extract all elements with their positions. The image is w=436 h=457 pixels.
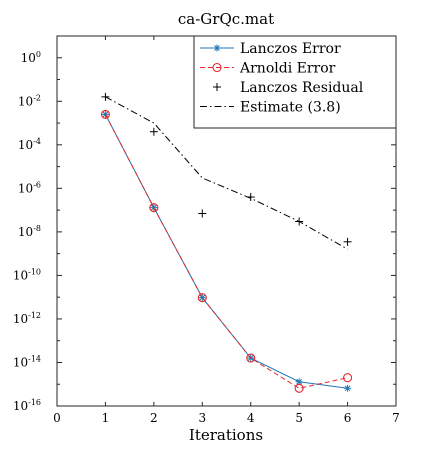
asterisk-stroke <box>296 378 302 385</box>
x-tick-label: 3 <box>198 411 206 425</box>
series-line <box>105 96 348 250</box>
x-tick-label: 2 <box>150 411 158 425</box>
data-point <box>198 209 207 218</box>
legend-marker <box>213 44 221 52</box>
legend-entry: Arnoldi Error <box>200 61 336 77</box>
legend-label: Arnoldi Error <box>239 61 336 77</box>
legend-entry: Estimate (3.8) <box>200 100 341 116</box>
legend-marker <box>212 62 222 73</box>
chart-title: ca-GrQc.mat <box>178 10 274 28</box>
y-tick-label: 10-4 <box>18 137 41 152</box>
y-tick-label: 10-2 <box>18 93 41 108</box>
legend-entry: Lanczos Residual <box>213 80 364 96</box>
y-tick-label: 10-14 <box>13 354 41 369</box>
legend-label: Estimate (3.8) <box>240 100 341 116</box>
y-tick-label: 10-16 <box>13 398 41 413</box>
series-lanczos-error <box>101 110 352 392</box>
y-axis: 100 10-2 10-4 10-6 10-8 10-10 10-12 10-14 10-16 <box>13 35 396 413</box>
data-point <box>294 383 304 393</box>
data-point <box>197 293 207 303</box>
series-layer <box>100 92 353 393</box>
y-tick-label: 10-8 <box>18 224 41 239</box>
x-tick-label: 1 <box>102 411 110 425</box>
x-tick-label: 7 <box>392 411 400 425</box>
y-tick-label: 10-12 <box>13 311 41 326</box>
series-line <box>104 114 348 389</box>
series-line <box>104 114 348 389</box>
asterisk-stroke <box>214 45 220 51</box>
data-point <box>343 237 352 246</box>
x-tick-label: 0 <box>53 411 61 425</box>
legend-label: Lanczos Residual <box>240 80 364 96</box>
x-axis-label: Iterations <box>189 426 263 444</box>
y-tick-label: 100 <box>21 50 41 65</box>
legend-marker <box>213 83 221 91</box>
legend-box <box>193 35 397 129</box>
data-point <box>343 373 353 383</box>
series-arnoldi-error <box>100 109 353 393</box>
x-tick-label: 6 <box>344 411 352 425</box>
x-tick-label: 5 <box>295 411 303 425</box>
data-point <box>149 203 159 213</box>
legend-entry: Lanczos Error <box>200 41 341 57</box>
data-point <box>344 384 352 392</box>
series-estimate-3-8 <box>105 96 348 250</box>
x-tick-label: 4 <box>247 411 255 425</box>
y-tick-label: 10-6 <box>18 180 41 195</box>
legend-label: Lanczos Error <box>240 41 341 57</box>
data-point <box>149 127 158 136</box>
asterisk-stroke <box>344 385 351 392</box>
data-point <box>100 109 110 119</box>
legend: Lanczos Error Arnoldi Error Lanczos Residu… <box>193 35 397 129</box>
y-tick-label: 10-10 <box>13 267 41 282</box>
asterisk-stroke <box>199 294 206 301</box>
data-point <box>246 353 256 363</box>
